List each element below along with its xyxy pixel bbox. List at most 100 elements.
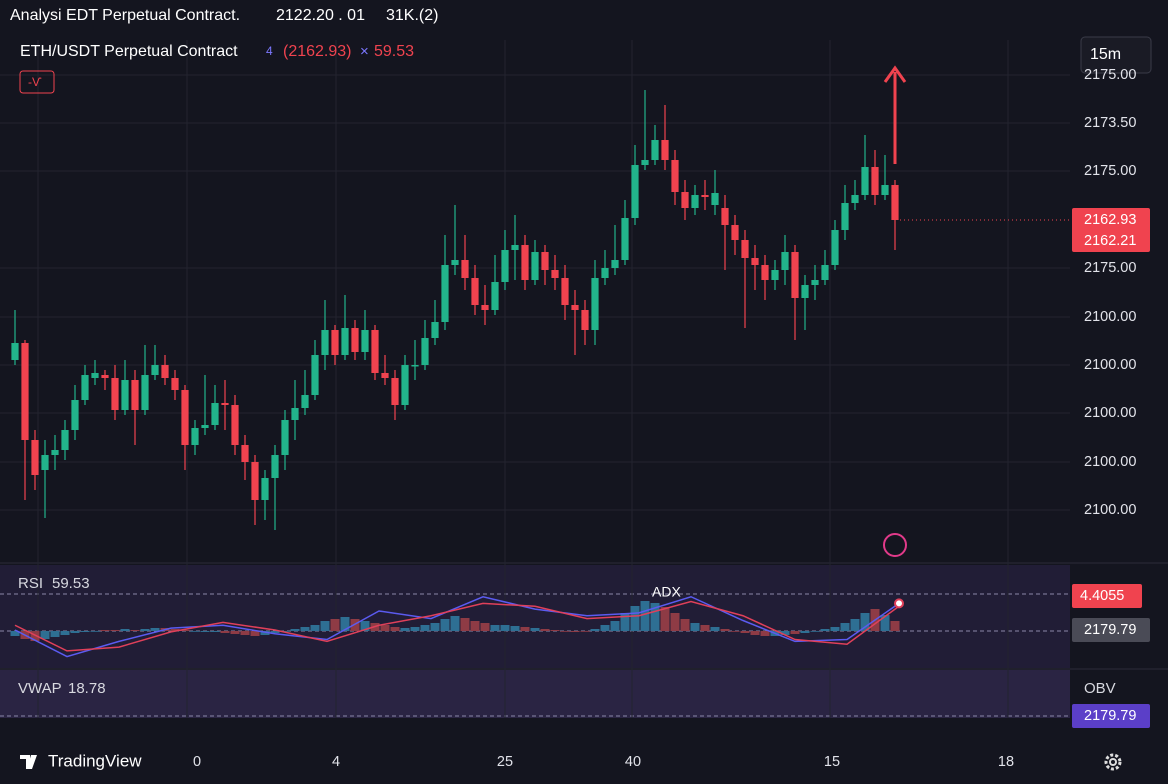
- histogram-bar: [750, 631, 760, 635]
- candle-body: [511, 245, 519, 250]
- histogram-bar: [40, 631, 50, 639]
- candle-body: [41, 455, 49, 470]
- candle-body: [471, 278, 479, 305]
- header-title: Analysi EDT Perpetual Contract.: [10, 7, 240, 24]
- candle-body: [201, 425, 209, 428]
- candle-body: [701, 195, 709, 197]
- candle-body: [821, 265, 829, 280]
- legend-sep: ×: [360, 43, 369, 60]
- histogram-bar: [270, 631, 280, 633]
- histogram-bar: [90, 631, 100, 632]
- histogram-bar: [830, 627, 840, 631]
- candle-body: [111, 378, 119, 410]
- histogram-bar: [730, 631, 740, 632]
- rsi-pane: [0, 565, 1070, 668]
- histogram-bar: [620, 613, 630, 631]
- histogram-bar: [420, 625, 430, 631]
- settings-icon[interactable]: [1104, 753, 1122, 771]
- histogram-bar: [190, 631, 200, 632]
- y-tick-label: 2100.00: [1084, 405, 1136, 421]
- histogram-bar: [820, 629, 830, 631]
- brand: TradingView: [48, 751, 142, 770]
- candle-body: [781, 252, 789, 270]
- candle-body: [441, 265, 449, 322]
- candle-body: [381, 373, 389, 378]
- price-tag-label: 2162.21: [1084, 233, 1136, 249]
- rsi-tag-label: 4.4055: [1080, 588, 1124, 604]
- histogram-bar: [140, 629, 150, 631]
- histogram-bar: [810, 631, 820, 632]
- indicator-toggle[interactable]: [19, 70, 55, 94]
- candle-body: [251, 462, 259, 500]
- brand-logo: [20, 755, 37, 769]
- vwap-tag: [1072, 704, 1150, 728]
- interval-label[interactable]: 15m: [1090, 46, 1121, 63]
- candle-body: [291, 408, 299, 420]
- candle-body: [761, 265, 769, 280]
- candle-body: [181, 390, 189, 445]
- histogram-bar: [690, 623, 700, 631]
- rsi-tag-label: 2179.79: [1084, 622, 1136, 638]
- histogram-bar: [130, 630, 140, 631]
- histogram-bar: [80, 631, 90, 632]
- x-tick-label: 25: [497, 754, 513, 770]
- y-tick-label: 2100.00: [1084, 502, 1136, 518]
- candle-body: [741, 240, 749, 258]
- candle-body: [131, 380, 139, 410]
- histogram-bar: [180, 630, 190, 631]
- histogram-bar: [30, 631, 40, 641]
- candle-body: [811, 280, 819, 285]
- candle-body: [141, 375, 149, 410]
- candle-body: [261, 478, 269, 500]
- candle-body: [561, 278, 569, 305]
- indicator-toggle-label[interactable]: -Ѵ: [28, 75, 42, 89]
- candle-body: [91, 373, 99, 378]
- candle-body: [71, 400, 79, 430]
- x-tick-label: 0: [193, 754, 201, 770]
- histogram-bar: [610, 621, 620, 631]
- histogram-bar: [640, 601, 650, 631]
- candle-body: [881, 185, 889, 195]
- histogram-bar: [210, 631, 220, 632]
- histogram-bar: [500, 625, 510, 631]
- candle-body: [581, 310, 589, 330]
- candle-body: [391, 378, 399, 405]
- candle-body: [691, 195, 699, 208]
- candle-body: [351, 328, 359, 352]
- candle-body: [421, 338, 429, 365]
- legend-price: (2162.93): [283, 43, 352, 60]
- candle-body: [791, 252, 799, 298]
- histogram-bar: [480, 623, 490, 631]
- histogram-bar: [400, 628, 410, 631]
- vertical-grid: [37, 40, 1009, 718]
- histogram-bar: [560, 631, 570, 632]
- candle-body: [841, 203, 849, 230]
- histogram-bar: [250, 631, 260, 636]
- rsi-tag: [1072, 584, 1142, 608]
- y-tick-label: 2100.00: [1084, 357, 1136, 373]
- candle-body: [331, 330, 339, 355]
- histogram-bar: [330, 619, 340, 631]
- histogram-bar: [630, 606, 640, 631]
- histogram-bar: [410, 627, 420, 631]
- histogram-bar: [340, 617, 350, 631]
- histogram-bar: [580, 631, 590, 632]
- histogram-bar: [850, 619, 860, 631]
- x-tick-label: 40: [625, 754, 641, 770]
- candle-body: [621, 218, 629, 260]
- candle-body: [341, 328, 349, 355]
- histogram-bar: [720, 629, 730, 631]
- x-tick-label: 4: [332, 754, 340, 770]
- candle-body: [411, 365, 419, 367]
- histogram-bar: [540, 629, 550, 631]
- candle-body: [171, 378, 179, 390]
- vwap-label: VWAP: [18, 680, 62, 697]
- x-tick-label: 18: [998, 754, 1014, 770]
- histogram-bar: [890, 621, 900, 631]
- histogram-bar: [680, 619, 690, 631]
- candle-body: [631, 165, 639, 218]
- y-tick-label: 2175.00: [1084, 260, 1136, 276]
- interval-button[interactable]: [1080, 36, 1152, 74]
- candle-body: [551, 270, 559, 278]
- histogram-bar: [550, 630, 560, 631]
